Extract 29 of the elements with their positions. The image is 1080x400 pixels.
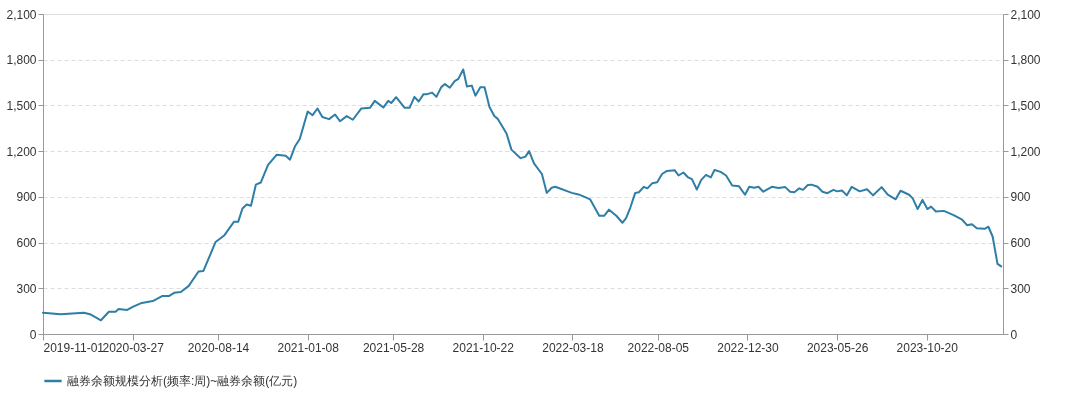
x-tick-label: 2023-05-26: [806, 340, 869, 355]
y2-tick-label: 600: [1010, 236, 1031, 251]
x-tick-label: 2019-11-01: [43, 340, 105, 355]
y-tick-label: 2,100: [6, 7, 37, 22]
x-tick-label: 2022-08-05: [627, 340, 690, 355]
x-tick-label: 2020-08-14: [187, 340, 250, 355]
legend-label: 融券余额规模分析(频率:周)~融券余额(亿元): [67, 374, 298, 388]
y-tick-label: 600: [16, 236, 37, 251]
y-tick-label: 1,500: [6, 98, 37, 113]
y2-tick-label: 2,100: [1010, 7, 1041, 22]
y2-tick-label: 1,500: [1010, 98, 1041, 113]
y-tick-label: 1,800: [6, 53, 37, 68]
x-tick-label: 2021-01-08: [277, 340, 340, 355]
y2-tick-label: 0: [1010, 327, 1018, 342]
x-tick-label: 2021-10-22: [452, 340, 515, 355]
y2-tick-label: 1,200: [1010, 144, 1041, 159]
y-tick-label: 1,200: [6, 144, 37, 159]
y2-tick-label: 300: [1010, 281, 1031, 296]
x-tick-label: 2022-12-30: [717, 340, 779, 355]
x-tick-label: 2021-05-28: [362, 340, 425, 355]
y-tick-label: 900: [16, 190, 37, 205]
y2-tick-label: 900: [1010, 190, 1031, 205]
y-tick-label: 300: [16, 281, 37, 296]
line-series: [42, 68, 1003, 322]
y-tick-label: 0: [29, 327, 37, 342]
x-tick-label: 2022-03-18: [542, 340, 604, 355]
y2-tick-label: 1,800: [1010, 53, 1041, 68]
x-tick-label: 2023-10-20: [896, 340, 959, 355]
x-tick-label: 2020-03-27: [102, 340, 165, 355]
